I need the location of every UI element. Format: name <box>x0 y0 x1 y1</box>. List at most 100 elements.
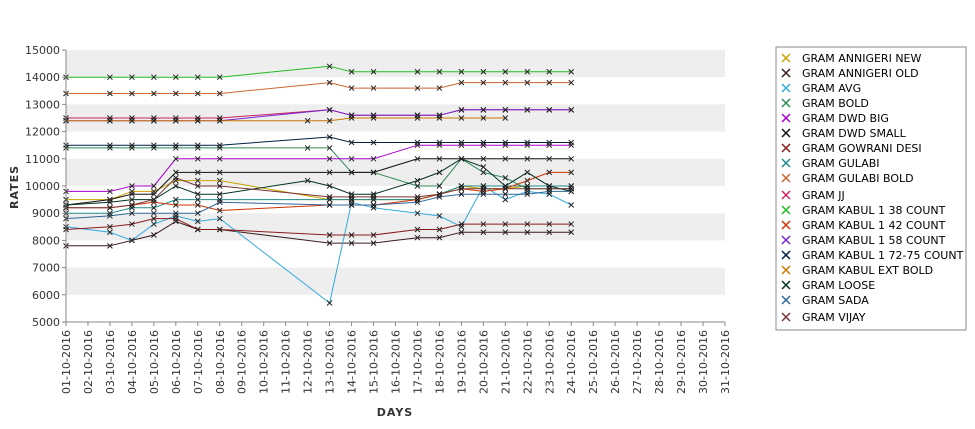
data-point <box>568 106 575 113</box>
data-point <box>524 177 531 184</box>
data-point <box>194 117 201 124</box>
x-tick-label: 24-10-2016 <box>565 330 578 394</box>
data-point <box>216 177 223 184</box>
legend-marker <box>781 128 791 138</box>
data-point <box>194 210 201 217</box>
legend: GRAM ANNIGERI NEW GRAM ANNIGERI OLD GRAM A… <box>775 46 967 331</box>
data-point <box>151 196 157 203</box>
x-axis-title: DAYS <box>377 406 413 419</box>
y-tick-label: 11000 <box>25 153 60 166</box>
legend-item-label: GRAM KABUL 1 38 COUNT <box>802 204 946 217</box>
legend-item-label: GRAM BOLD <box>802 97 869 110</box>
data-point <box>414 183 421 189</box>
series-line <box>65 218 572 236</box>
data-point <box>370 194 377 200</box>
legend-marker <box>781 295 791 305</box>
data-point <box>151 204 157 211</box>
data-point <box>436 68 443 75</box>
legend-marker <box>781 265 791 275</box>
y-axis-ticks: 5000 6000 7000 8000 9000 10000 11000 12000 13000… <box>25 44 66 329</box>
data-point <box>194 169 201 176</box>
legend-item-label: GRAM JJ <box>802 189 845 202</box>
data-point <box>348 155 355 162</box>
data-point <box>151 74 157 81</box>
data-point <box>436 85 443 91</box>
data-point <box>216 74 223 81</box>
data-point <box>524 221 531 227</box>
data-point <box>348 139 355 146</box>
data-point <box>326 169 333 176</box>
data-point <box>151 117 157 124</box>
data-point <box>348 115 355 121</box>
data-point <box>172 174 179 181</box>
legend-marker <box>781 173 791 183</box>
data-point <box>151 221 157 227</box>
data-point <box>458 229 465 236</box>
data-point <box>524 106 531 113</box>
data-point <box>194 226 201 233</box>
legend-item-label: GRAM GULABI <box>802 157 880 170</box>
data-point <box>458 185 465 192</box>
data-point <box>326 117 333 124</box>
data-point <box>129 237 135 244</box>
x-tick-label: 26-10-2016 <box>609 330 622 394</box>
data-point <box>568 185 575 192</box>
data-point <box>348 194 355 200</box>
data-point <box>524 229 531 236</box>
x-tick-label: 10-10-2016 <box>258 330 271 394</box>
data-point <box>436 191 443 198</box>
data-point <box>546 185 553 192</box>
x-tick-label: 20-10-2016 <box>477 330 490 394</box>
series-line <box>66 117 506 122</box>
data-point <box>107 204 113 211</box>
legend-marker <box>781 235 791 245</box>
y-tick-label: 5000 <box>32 316 60 329</box>
data-point <box>107 223 113 230</box>
y-tick-label: 12000 <box>25 126 60 139</box>
data-point <box>414 226 421 233</box>
legend-marker <box>781 53 791 63</box>
data-point <box>326 240 333 246</box>
data-point <box>370 169 377 176</box>
data-point <box>370 240 377 246</box>
data-point <box>194 183 201 189</box>
data-point <box>370 155 377 162</box>
data-point <box>216 90 223 97</box>
data-point <box>436 213 443 219</box>
data-point <box>502 196 509 203</box>
x-tick-label: 11-10-2016 <box>280 330 293 394</box>
data-point <box>194 218 201 225</box>
data-point <box>172 155 179 162</box>
data-point <box>502 79 509 86</box>
legend-item-label: GRAM KABUL EXT BOLD <box>802 264 933 277</box>
data-point <box>107 188 113 195</box>
data-point <box>151 90 157 97</box>
data-point <box>129 74 135 81</box>
data-point <box>370 115 377 121</box>
legend-marker <box>781 205 791 215</box>
x-tick-label: 03-10-2016 <box>104 330 117 394</box>
data-point <box>502 229 509 236</box>
data-point <box>436 226 443 233</box>
data-point <box>107 142 113 149</box>
data-point <box>502 115 509 121</box>
data-point <box>546 221 553 227</box>
data-point <box>414 85 421 91</box>
data-point <box>326 202 333 208</box>
x-tick-label: 17-10-2016 <box>411 330 424 394</box>
legend-marker <box>781 143 791 153</box>
data-point <box>436 155 443 162</box>
data-point <box>216 183 223 189</box>
data-point <box>414 199 421 206</box>
grid-band <box>66 267 725 295</box>
data-point <box>414 177 421 184</box>
x-tick-label: 30-10-2016 <box>697 330 710 394</box>
data-point <box>524 79 531 86</box>
data-point <box>172 117 179 124</box>
data-point <box>436 115 443 121</box>
data-point <box>568 229 575 236</box>
x-tick-label: 01-10-2016 <box>60 330 73 394</box>
data-point <box>414 155 421 162</box>
data-point <box>129 191 135 198</box>
data-point <box>436 234 443 241</box>
